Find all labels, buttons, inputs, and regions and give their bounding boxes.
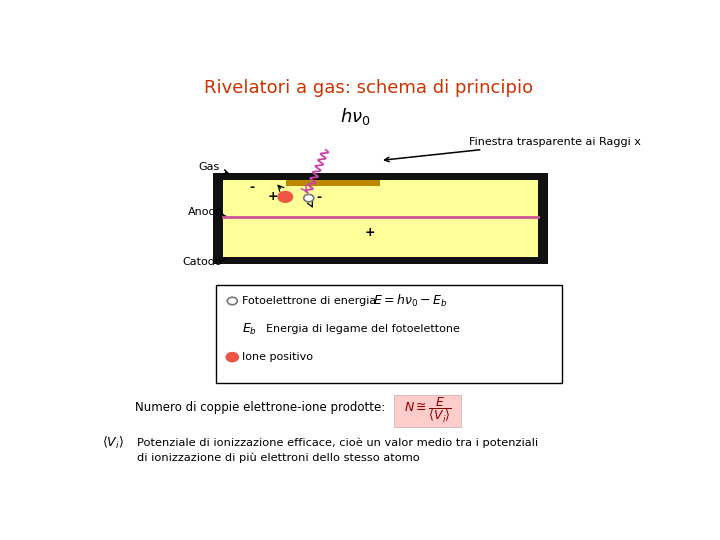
Text: -: - (249, 181, 254, 194)
Circle shape (304, 194, 314, 202)
Bar (215, 285, 562, 383)
Circle shape (226, 353, 238, 362)
Text: Gas: Gas (199, 161, 228, 174)
Circle shape (228, 297, 238, 305)
Text: +: + (268, 190, 279, 203)
Bar (213, 173, 547, 265)
Text: Ione positivo: Ione positivo (242, 352, 312, 362)
Bar (222, 180, 538, 257)
Text: -: - (316, 191, 321, 204)
Circle shape (278, 192, 292, 202)
Text: Rivelatori a gas: schema di principio: Rivelatori a gas: schema di principio (204, 79, 534, 97)
Text: Finestra trasparente ai Raggi x: Finestra trasparente ai Raggi x (384, 137, 642, 161)
Text: $E = h\nu_0 - E_b$: $E = h\nu_0 - E_b$ (373, 293, 447, 309)
Text: Numero di coppie elettrone-ione prodotte:: Numero di coppie elettrone-ione prodotte… (135, 401, 385, 414)
Text: +: + (365, 226, 375, 239)
Text: Anodo: Anodo (188, 207, 226, 218)
Bar (287, 180, 380, 186)
Text: di ionizzazione di più elettroni dello stesso atomo: di ionizzazione di più elettroni dello s… (138, 453, 420, 463)
Bar (394, 395, 461, 427)
Text: $E_b$: $E_b$ (242, 322, 257, 337)
Text: Fotoelettrone di energia:: Fotoelettrone di energia: (242, 296, 379, 306)
Text: Potenziale di ionizzazione efficace, cioè un valor medio tra i potenziali: Potenziale di ionizzazione efficace, cio… (138, 438, 539, 448)
Text: $N \cong \dfrac{E}{\langle V_i \rangle}$: $N \cong \dfrac{E}{\langle V_i \rangle}$ (404, 396, 451, 426)
Text: Catodo: Catodo (182, 257, 225, 267)
Text: $h\nu_0$: $h\nu_0$ (340, 106, 370, 127)
Text: Energia di legame del fotoelettone: Energia di legame del fotoelettone (266, 324, 459, 334)
Text: $\langle V_i \rangle$: $\langle V_i \rangle$ (102, 435, 125, 451)
